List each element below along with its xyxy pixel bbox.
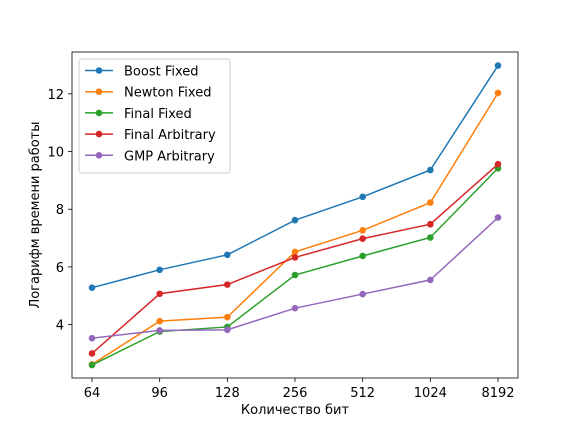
series-layer: [88, 62, 502, 369]
data-point-final-arbitrary: [224, 281, 231, 288]
y-tick-label: 4: [56, 319, 64, 334]
data-point-final-fixed: [359, 252, 366, 260]
data-point-gmp-arbitrary: [427, 276, 434, 284]
plot-frame: [71, 51, 519, 379]
data-point-newton-fixed: [224, 313, 231, 321]
y-tick-label: 10: [47, 146, 64, 161]
data-point-gmp-arbitrary: [224, 326, 231, 334]
data-point-gmp-arbitrary: [291, 304, 299, 312]
data-point-boost-fixed: [88, 284, 96, 292]
data-point-final-arbitrary: [88, 350, 96, 357]
x-axis-label: Количество бит: [241, 403, 350, 418]
data-point-newton-fixed: [427, 199, 434, 206]
legend-label: Final Arbitrary: [124, 128, 216, 143]
data-point-boost-fixed: [224, 251, 231, 259]
data-point-gmp-arbitrary: [156, 327, 163, 334]
legend-swatch-marker: [95, 130, 103, 138]
data-point-boost-fixed: [156, 266, 163, 274]
data-point-gmp-arbitrary: [494, 214, 502, 221]
legend-swatch-marker: [95, 152, 103, 159]
legend-label: Boost Fixed: [124, 65, 199, 80]
data-point-gmp-arbitrary: [359, 290, 366, 298]
legend-label: Final Fixed: [124, 107, 192, 122]
data-point-newton-fixed: [291, 248, 299, 256]
data-point-boost-fixed: [494, 62, 502, 69]
x-tick-label: 8192: [481, 386, 514, 401]
data-point-boost-fixed: [359, 193, 366, 201]
data-point-final-fixed: [88, 361, 96, 369]
data-point-boost-fixed: [291, 216, 299, 224]
legend-swatch-marker: [95, 88, 103, 95]
legend-label: Newton Fixed: [124, 86, 211, 101]
legend-swatch-marker: [95, 109, 103, 117]
x-tick-label: 1024: [414, 386, 447, 401]
data-point-final-arbitrary: [156, 290, 163, 298]
x-tick-label: 96: [151, 386, 168, 401]
x-tick-label: 256: [283, 386, 308, 401]
data-point-final-arbitrary: [291, 254, 299, 261]
data-point-final-fixed: [427, 234, 434, 241]
y-axis-ticks: 4 6 8 10 12: [47, 88, 72, 334]
data-point-newton-fixed: [359, 226, 366, 234]
y-tick-label: 8: [56, 203, 64, 218]
data-point-final-fixed: [291, 271, 299, 279]
y-axis-label: Логарифм времени работы: [28, 121, 43, 308]
data-point-final-arbitrary: [494, 160, 502, 168]
y-tick-label: 6: [56, 261, 64, 276]
data-point-final-arbitrary: [359, 235, 366, 242]
legend-box: [78, 58, 231, 174]
x-tick-label: 128: [215, 386, 240, 401]
legend-label: GMP Arbitrary: [124, 149, 215, 164]
data-point-newton-fixed: [156, 317, 163, 325]
legend-swatch-marker: [95, 67, 103, 74]
x-tick-label: 64: [84, 386, 101, 401]
data-point-boost-fixed: [427, 166, 434, 174]
data-point-gmp-arbitrary: [88, 334, 96, 342]
y-tick-label: 12: [47, 88, 64, 103]
data-point-final-arbitrary: [427, 220, 434, 228]
data-point-newton-fixed: [494, 89, 502, 97]
x-tick-label: 512: [350, 386, 375, 401]
x-axis-ticks: 64 96 128 256 512 1024 8192: [84, 378, 515, 401]
legend: Boost Fixed Newton Fixed Final Fixed Final …: [78, 58, 231, 174]
